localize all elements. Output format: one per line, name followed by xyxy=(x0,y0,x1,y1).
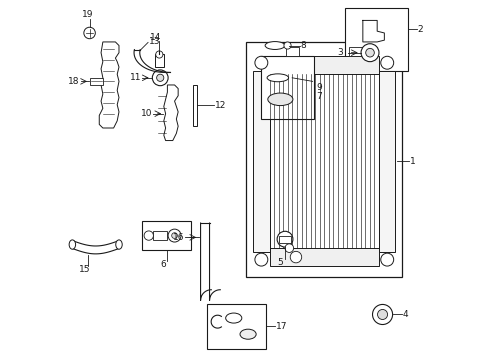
Circle shape xyxy=(168,229,181,242)
Circle shape xyxy=(83,27,95,39)
Text: 3: 3 xyxy=(337,48,343,57)
Ellipse shape xyxy=(225,313,241,323)
Circle shape xyxy=(290,251,301,263)
Ellipse shape xyxy=(266,74,288,82)
Bar xyxy=(286,47,299,56)
Bar xyxy=(253,71,269,252)
Circle shape xyxy=(144,231,153,240)
Circle shape xyxy=(254,253,267,266)
Text: 12: 12 xyxy=(214,101,225,110)
Circle shape xyxy=(155,51,163,58)
Text: 8: 8 xyxy=(300,41,306,50)
Text: 16: 16 xyxy=(172,233,184,242)
Ellipse shape xyxy=(69,240,76,249)
Circle shape xyxy=(372,305,392,324)
Bar xyxy=(278,235,290,243)
Bar xyxy=(269,248,378,266)
Bar xyxy=(378,71,394,252)
Bar xyxy=(142,221,190,250)
Circle shape xyxy=(171,233,177,238)
Text: 13: 13 xyxy=(148,37,160,46)
Text: 4: 4 xyxy=(402,310,408,319)
Bar xyxy=(206,304,265,348)
Bar xyxy=(89,78,103,85)
Bar xyxy=(260,56,314,119)
Ellipse shape xyxy=(116,240,122,249)
Circle shape xyxy=(380,56,393,69)
Circle shape xyxy=(380,253,393,266)
Bar xyxy=(155,54,163,67)
Text: 17: 17 xyxy=(275,321,286,330)
Circle shape xyxy=(277,231,292,247)
Bar xyxy=(246,42,402,277)
Circle shape xyxy=(365,48,373,57)
Text: 14: 14 xyxy=(150,33,161,42)
Text: 9: 9 xyxy=(316,83,321,92)
Polygon shape xyxy=(163,85,178,140)
Circle shape xyxy=(360,44,378,62)
Ellipse shape xyxy=(240,329,256,339)
Circle shape xyxy=(152,70,168,86)
Circle shape xyxy=(285,244,293,252)
Bar xyxy=(153,231,167,240)
Circle shape xyxy=(284,42,290,49)
Text: 15: 15 xyxy=(79,265,90,274)
Text: 18: 18 xyxy=(68,77,80,86)
Ellipse shape xyxy=(264,41,285,49)
Text: 10: 10 xyxy=(141,109,152,118)
Text: 19: 19 xyxy=(82,10,93,19)
Text: 5: 5 xyxy=(277,258,283,267)
Polygon shape xyxy=(99,42,119,128)
Circle shape xyxy=(254,56,267,69)
Circle shape xyxy=(377,310,387,319)
Bar xyxy=(344,8,407,71)
Text: 2: 2 xyxy=(416,25,422,34)
Bar xyxy=(192,85,196,126)
Text: 6: 6 xyxy=(160,261,165,270)
Text: 1: 1 xyxy=(409,157,415,166)
Ellipse shape xyxy=(267,93,292,105)
Text: 11: 11 xyxy=(130,73,142,82)
Circle shape xyxy=(156,74,163,81)
Bar xyxy=(348,47,362,56)
Text: 7: 7 xyxy=(316,92,321,101)
Bar xyxy=(269,56,378,74)
